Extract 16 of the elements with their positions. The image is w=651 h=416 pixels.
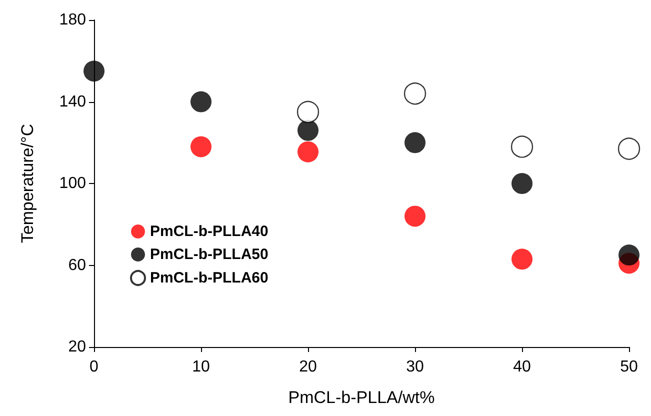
- y-tick-label: 20: [68, 338, 86, 356]
- legend-label: PmCL-b-PLLA60: [150, 270, 268, 286]
- legend-label: PmCL-b-PLLA50: [150, 246, 268, 263]
- x-axis-title: PmCL-b-PLLA/wt%: [288, 388, 435, 407]
- y-tick-label: 100: [59, 175, 86, 192]
- y-tick-label: 60: [68, 256, 86, 274]
- x-tick-label: 30: [406, 358, 424, 376]
- x-tick-label: 20: [299, 358, 317, 376]
- x-tick-label: 0: [90, 358, 99, 376]
- x-tick-label: 10: [192, 358, 210, 376]
- y-tick-label: 140: [59, 93, 86, 110]
- y-axis-title: Temperature/°C: [18, 124, 37, 244]
- x-tick-label: 50: [620, 358, 638, 376]
- legend-label: PmCL-b-PLLA40: [150, 223, 268, 240]
- x-tick-label: 40: [513, 358, 531, 376]
- y-tick-label: 180: [59, 12, 86, 28]
